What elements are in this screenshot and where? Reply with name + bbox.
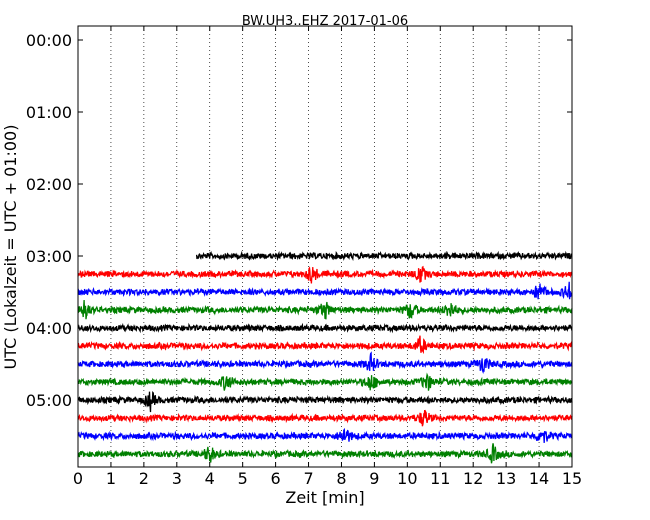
x-tick-label: 7	[303, 469, 313, 488]
x-tick-label: 8	[336, 469, 346, 488]
y-tick-label: 00:00	[26, 31, 72, 50]
x-tick-label: 10	[397, 469, 417, 488]
grid-lines	[110, 26, 540, 467]
x-tick-label: 11	[430, 469, 450, 488]
trace-line-04:45	[77, 372, 573, 391]
trace-line-03:45	[77, 299, 573, 320]
trace-line-04:15	[77, 335, 573, 355]
x-tick-label: 1	[106, 469, 116, 488]
trace-line-03:15	[77, 265, 573, 284]
x-tick-label: 0	[73, 469, 83, 488]
x-tick-label: 13	[496, 469, 516, 488]
y-tick-label: 02:00	[26, 175, 72, 194]
y-tick-label: 04:00	[26, 319, 72, 338]
x-tick-label: 4	[205, 469, 215, 488]
x-tick-label: 6	[271, 469, 281, 488]
y-tick-label: 05:00	[26, 391, 72, 410]
x-axis-label: Zeit [min]	[285, 488, 364, 507]
y-axis-label: UTC (Lokalzeit = UTC + 01:00)	[1, 125, 20, 370]
trace-line-05:00	[77, 391, 573, 413]
trace-line-04:00	[77, 322, 573, 334]
y-tick-label: 01:00	[26, 103, 72, 122]
y-tick-label: 03:00	[26, 247, 72, 266]
trace-line-05:30	[77, 427, 573, 443]
x-tick-label: 9	[369, 469, 379, 488]
trace-line-05:15	[77, 409, 573, 427]
seismic-traces	[77, 250, 573, 464]
plot-frame	[77, 25, 573, 468]
x-tick-label: 2	[139, 469, 149, 488]
trace-line-03:30	[77, 281, 573, 300]
x-tick-label: 3	[172, 469, 182, 488]
trace-line-04:30	[77, 351, 573, 374]
x-tick-label: 15	[562, 469, 582, 488]
axis-ticks: 0 1 2 3 4 5 6 7 8 9 10 11 12 13 14 1500:0001:0002:0003:…	[26, 26, 582, 488]
x-tick-label: 14	[529, 469, 549, 488]
x-tick-label: 5	[238, 469, 248, 488]
x-tick-label: 12	[463, 469, 483, 488]
chart-title: BW.UH3..EHZ 2017-01-06	[242, 14, 408, 29]
trace-line-03:00	[195, 250, 573, 262]
trace-line-05:45	[77, 443, 573, 464]
